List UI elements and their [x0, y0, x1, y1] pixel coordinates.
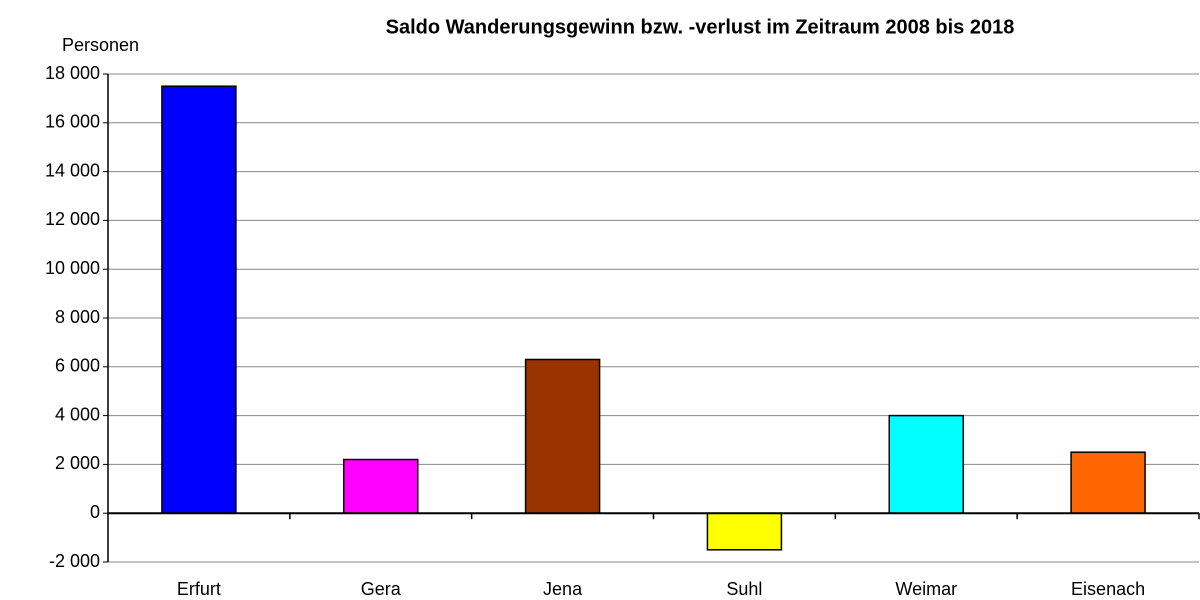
x-tick-label: Eisenach — [1071, 579, 1145, 599]
y-tick-label: 12 000 — [45, 209, 100, 229]
y-tick-label: 16 000 — [45, 112, 100, 132]
y-tick-label: 0 — [90, 502, 100, 522]
bar — [706, 512, 783, 551]
x-tick-label: Erfurt — [177, 579, 221, 599]
y-axis-label: Personen — [62, 35, 139, 55]
x-tick-label: Gera — [361, 579, 402, 599]
bar — [343, 458, 419, 514]
y-tick-label: 8 000 — [55, 307, 100, 327]
y-tick-label: 4 000 — [55, 404, 100, 424]
bar — [1070, 451, 1146, 514]
y-tick-label: 2 000 — [55, 453, 100, 473]
x-tick-label: Weimar — [895, 579, 957, 599]
bar — [888, 414, 964, 514]
chart-title: Saldo Wanderungsgewinn bzw. -verlust im … — [386, 16, 1015, 38]
y-tick-label: 14 000 — [45, 160, 100, 180]
y-tick-label: 6 000 — [55, 356, 100, 376]
y-tick-label: 18 000 — [45, 63, 100, 83]
x-tick-label: Jena — [543, 579, 583, 599]
x-tick-label: Suhl — [726, 579, 762, 599]
y-tick-label: -2 000 — [49, 551, 100, 571]
y-tick-label: 10 000 — [45, 258, 100, 278]
bar — [524, 358, 601, 514]
bar — [161, 85, 237, 514]
